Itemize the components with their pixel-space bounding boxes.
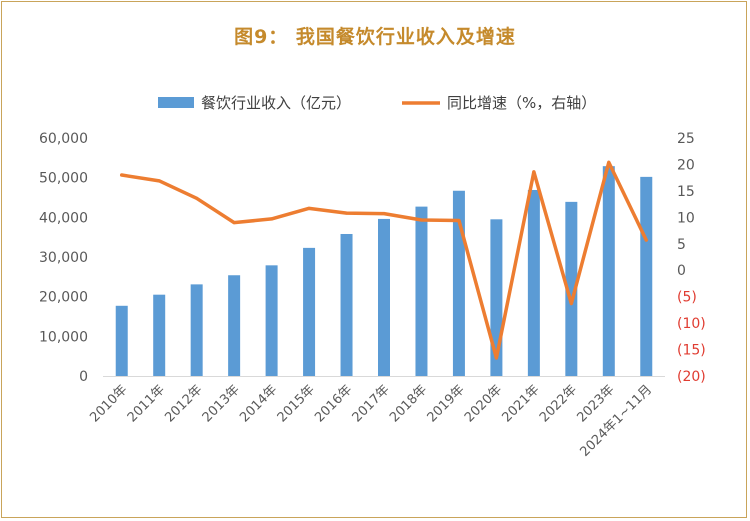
x-tick-label: 2011年 (125, 382, 168, 425)
bar (266, 265, 278, 376)
line-point (570, 302, 573, 305)
line-point (233, 221, 236, 224)
y-right-tick-label: 15 (677, 184, 695, 200)
y-right-tick-label: (5) (677, 290, 697, 306)
x-tick-label: 2013年 (200, 382, 243, 425)
x-tick-label: 2015年 (275, 382, 318, 425)
line-point (308, 207, 311, 210)
y-left-tick-label: 10,000 (39, 329, 88, 345)
x-tick-label: 2019年 (425, 382, 468, 425)
legend-label-line: 同比增速（%，右轴） (447, 94, 596, 112)
y-left-tick-label: 60,000 (39, 131, 88, 147)
y-right-tick-label: 0 (677, 263, 686, 279)
x-tick-label: 2016年 (312, 382, 355, 425)
line-point (120, 174, 123, 177)
x-tick-label: 2022年 (537, 382, 580, 425)
legend-swatch-bar (158, 97, 194, 108)
line-point (383, 212, 386, 215)
y-right-tick-label: 5 (677, 237, 686, 253)
line-point (270, 217, 273, 220)
line-point (495, 357, 498, 360)
bar (303, 248, 315, 376)
x-tick-label: 2018年 (387, 382, 430, 425)
line-point (532, 170, 535, 173)
line-point (195, 197, 198, 200)
x-tick-label: 2010年 (87, 382, 130, 425)
bar (415, 207, 427, 376)
bar (603, 166, 615, 376)
y-right-tick-label: (20) (677, 369, 706, 385)
bar (116, 306, 128, 376)
line-point (345, 212, 348, 215)
line-point (158, 179, 161, 182)
x-tick-label: 2020年 (462, 382, 505, 425)
bar (378, 219, 390, 376)
bar (528, 190, 540, 376)
x-tick-label: 2021年 (499, 382, 542, 425)
line-point (420, 218, 423, 221)
y-left-tick-label: 0 (79, 369, 88, 385)
y-right-tick-label: (10) (677, 316, 706, 332)
y-left-tick-label: 50,000 (39, 171, 88, 187)
x-tick-label: 2017年 (350, 382, 393, 425)
bar (453, 191, 465, 376)
line-point (645, 239, 648, 242)
y-right-tick-label: 10 (677, 210, 695, 226)
line-point (457, 219, 460, 222)
y-left-tick-label: 20,000 (39, 290, 88, 306)
y-right-tick-label: 25 (677, 131, 695, 147)
x-tick-label: 2014年 (237, 382, 280, 425)
bar (228, 275, 240, 376)
line-point (607, 161, 610, 164)
bar (341, 234, 353, 376)
y-left-tick-label: 30,000 (39, 250, 88, 266)
legend-label-bar: 餐饮行业收入（亿元） (201, 94, 351, 112)
y-right-tick-label: 20 (677, 157, 695, 173)
bar (153, 295, 165, 376)
x-tick-label: 2012年 (162, 382, 205, 425)
y-right-tick-label: (15) (677, 343, 706, 359)
y-left-tick-label: 40,000 (39, 210, 88, 226)
bar (191, 284, 203, 376)
bar (640, 177, 652, 376)
